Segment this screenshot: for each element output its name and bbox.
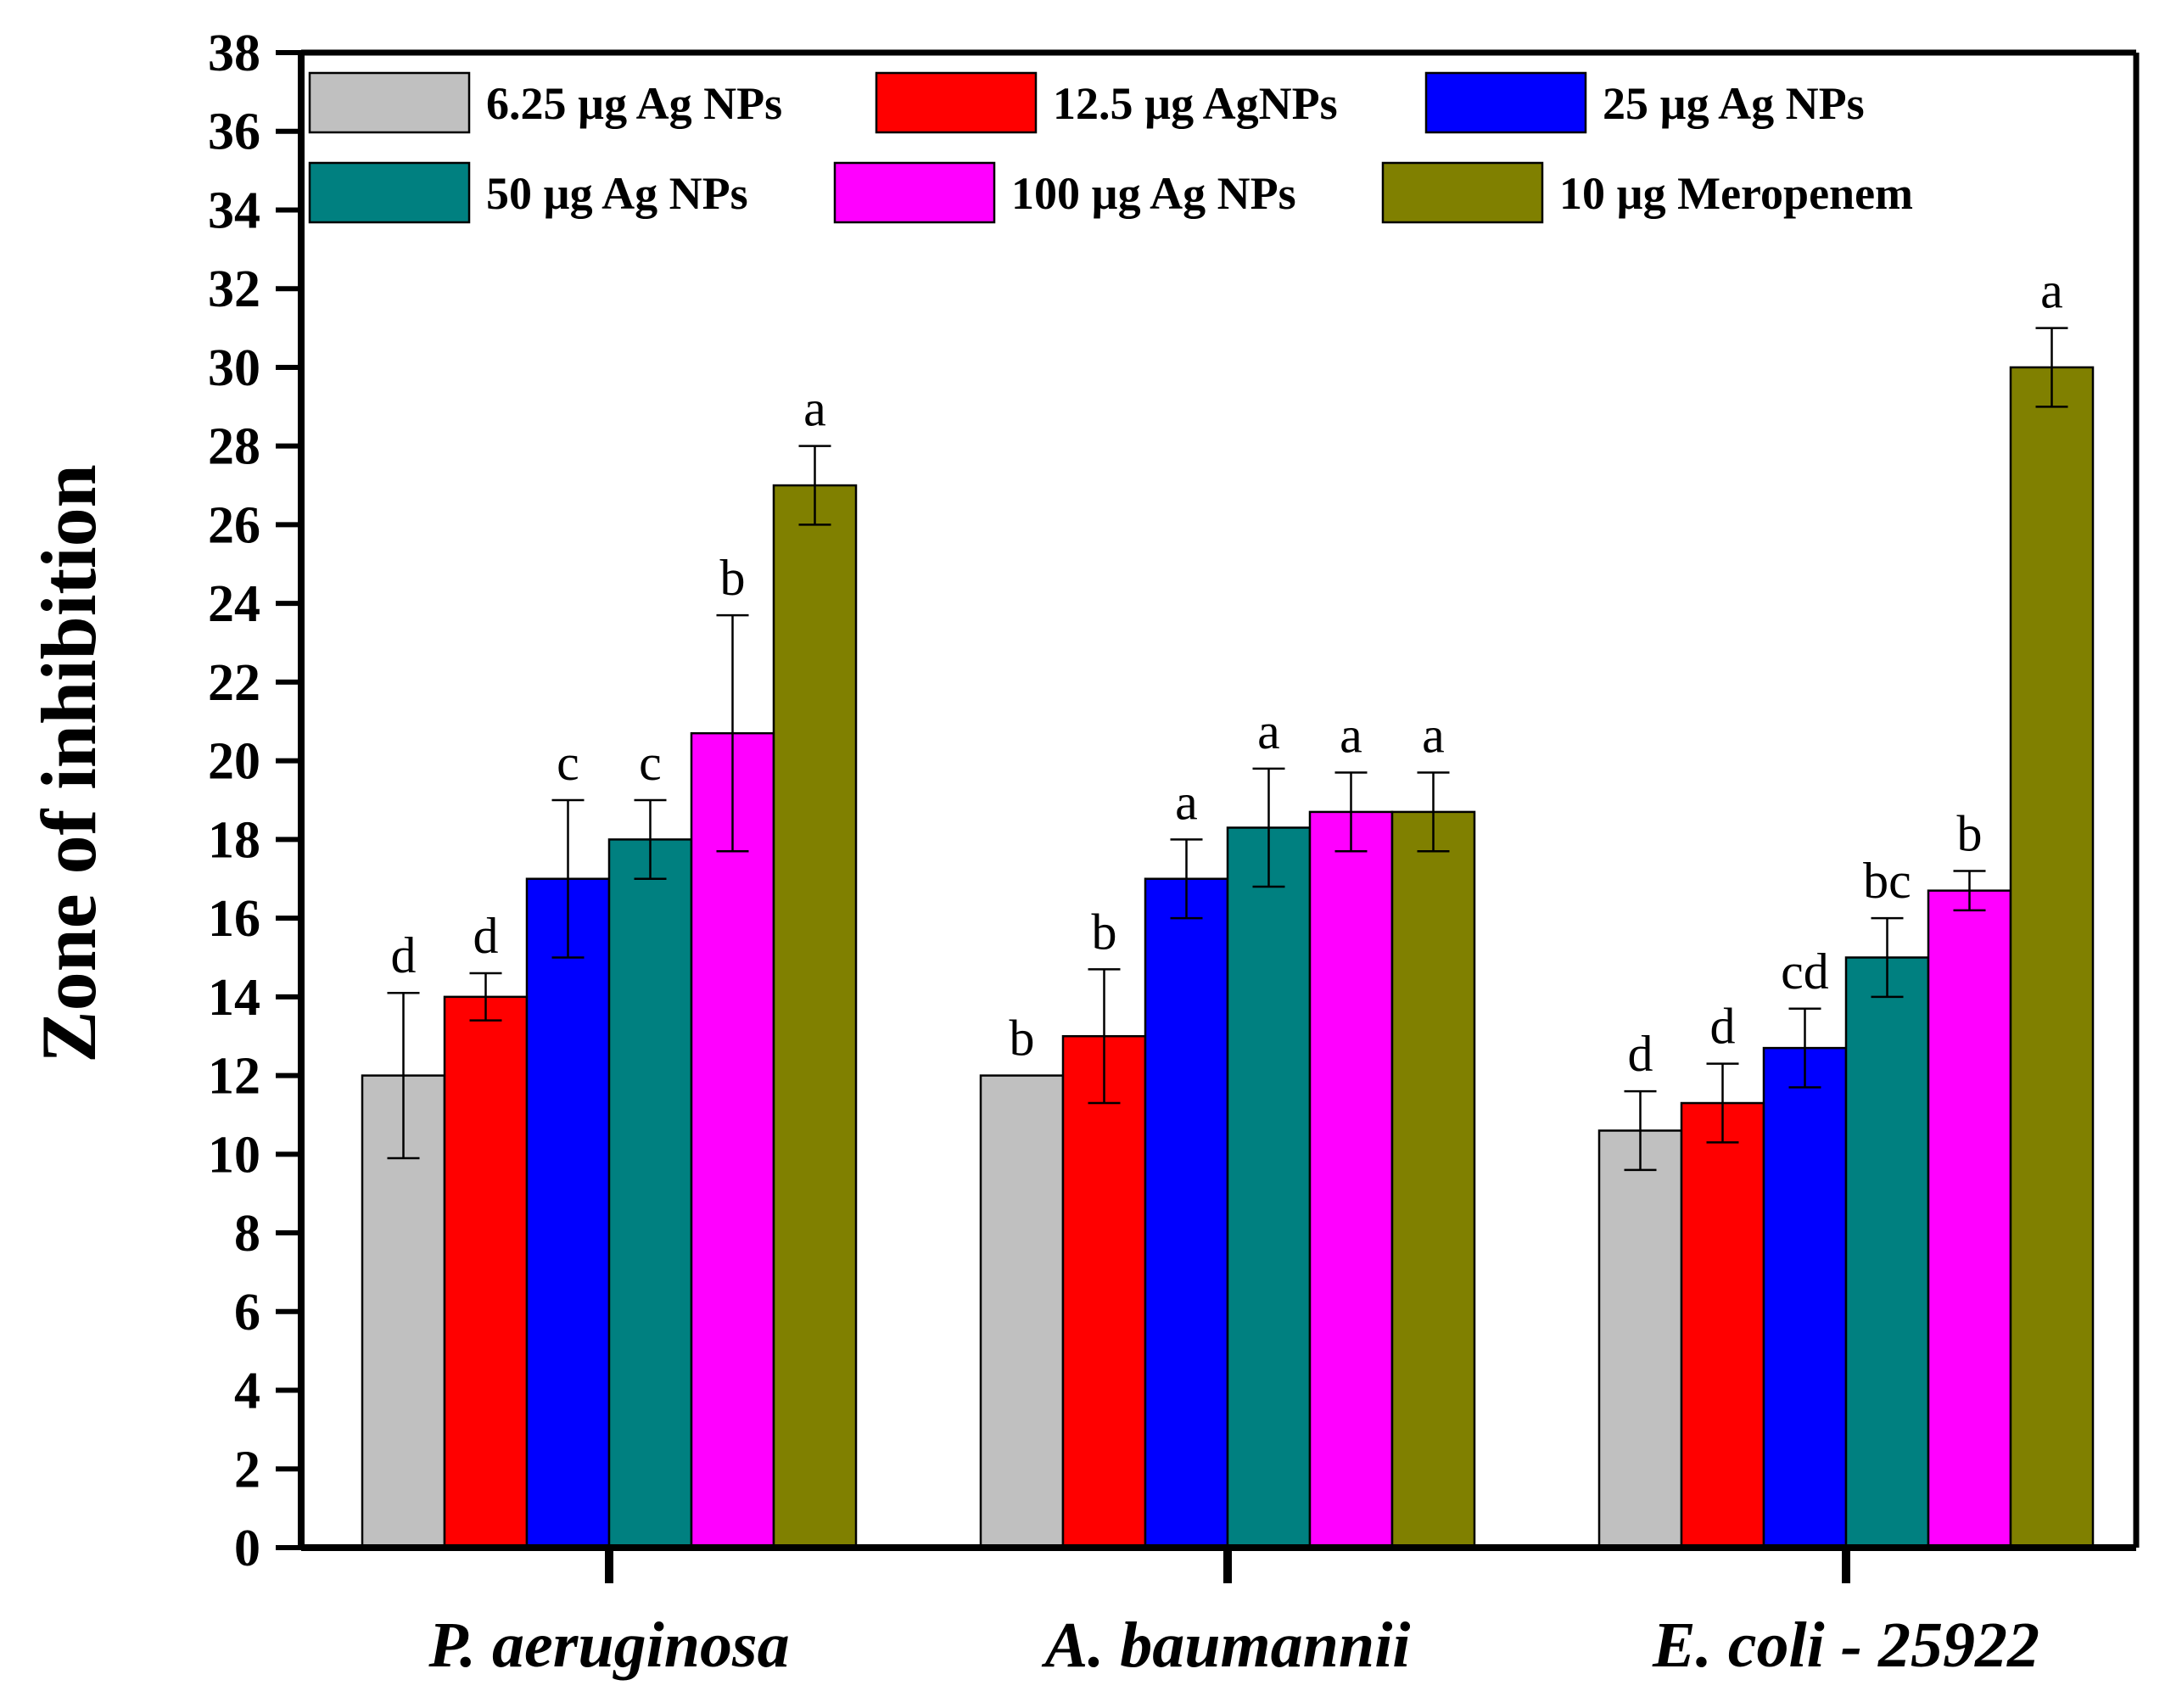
bar	[1144, 877, 1229, 1549]
bar	[1226, 826, 1312, 1549]
bar	[979, 1074, 1065, 1549]
legend-swatch	[875, 71, 1038, 134]
bar	[1390, 810, 1476, 1549]
legend-swatch	[308, 71, 471, 134]
bar	[607, 838, 693, 1549]
bar	[525, 877, 611, 1549]
bar	[1308, 810, 1394, 1549]
y-tick-label: 14	[208, 969, 260, 1027]
significance-label: b	[1092, 904, 1117, 960]
y-tick-label: 28	[208, 418, 260, 476]
y-tick-label: 18	[208, 811, 260, 869]
bar	[772, 484, 858, 1549]
bar	[1680, 1101, 1765, 1549]
y-tick-label: 32	[208, 260, 260, 318]
y-tick-label: 38	[208, 25, 260, 82]
legend-label: 10 µg Meropenem	[1559, 168, 1913, 219]
significance-label: b	[1010, 1011, 1035, 1067]
significance-label: c	[639, 735, 662, 791]
y-tick-label: 16	[208, 890, 260, 948]
significance-label: a	[2040, 263, 2063, 319]
y-tick-label: 12	[208, 1048, 260, 1106]
bar	[1061, 1034, 1147, 1549]
significance-label: a	[1257, 703, 1280, 759]
bar	[1597, 1129, 1683, 1549]
error-bars-layer	[387, 327, 2068, 1172]
significance-label: a	[1340, 708, 1362, 764]
bar	[690, 731, 775, 1549]
significance-label: b	[1957, 805, 1983, 861]
legend-swatch	[833, 161, 996, 224]
y-tick-label: 10	[208, 1126, 260, 1184]
y-tick-label: 6	[234, 1284, 260, 1341]
significance-label: a	[803, 381, 826, 437]
x-category-label: E. coli - 25922	[1652, 1610, 2039, 1681]
y-tick-label: 26	[208, 496, 260, 554]
y-tick-label: 8	[234, 1205, 260, 1263]
significance-label: d	[473, 908, 499, 964]
y-tick-label: 36	[208, 104, 260, 161]
significance-label: bc	[1863, 853, 1911, 909]
legend-label: 100 µg Ag NPs	[1011, 168, 1296, 219]
bar	[2009, 366, 2095, 1549]
y-tick-label: 20	[208, 733, 260, 791]
bars-layer	[361, 366, 2095, 1549]
y-axis-title: Zone of inhibition	[25, 464, 112, 1063]
significance-label: a	[1175, 774, 1198, 830]
y-tick-label: 2	[234, 1441, 260, 1498]
significance-label: a	[1422, 708, 1445, 764]
legend-label: 50 µg Ag NPs	[486, 168, 748, 219]
significance-label: cd	[1781, 944, 1829, 1000]
significance-label: c	[557, 735, 579, 791]
legend-label: 25 µg Ag NPs	[1603, 78, 1865, 129]
y-tick-label: 24	[208, 575, 260, 633]
legend-swatch	[308, 161, 471, 224]
y-tick-label: 34	[208, 182, 260, 239]
significance-label: d	[1628, 1026, 1653, 1082]
significance-label: d	[391, 927, 417, 983]
bar	[1927, 889, 2012, 1549]
legend: 6.25 µg Ag NPs 12.5 µg AgNPs 25 µg Ag NPs 5…	[308, 71, 1913, 224]
y-tick-label: 22	[208, 654, 260, 712]
bar	[443, 995, 529, 1549]
legend-swatch	[1381, 161, 1544, 224]
significance-label: b	[720, 550, 746, 606]
significance-label: d	[1710, 999, 1736, 1055]
x-category-label: A. baumannii	[1042, 1610, 1411, 1681]
y-tick-label: 4	[234, 1363, 260, 1420]
y-tick-label: 30	[208, 339, 260, 397]
legend-label: 12.5 µg AgNPs	[1053, 78, 1338, 129]
y-tick-label: 0	[234, 1520, 260, 1577]
bar	[1762, 1046, 1848, 1549]
x-category-label: P. aeruginosa	[428, 1610, 789, 1681]
bar	[1844, 956, 1930, 1549]
legend-label: 6.25 µg Ag NPs	[486, 78, 782, 129]
legend-swatch	[1424, 71, 1587, 134]
